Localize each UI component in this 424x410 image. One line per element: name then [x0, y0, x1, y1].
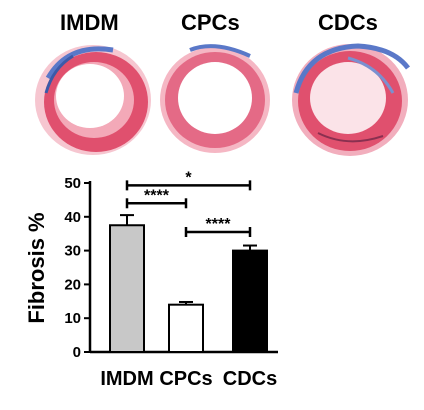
- panel-label-cdcs: CDCs: [318, 10, 378, 35]
- panel-label-cpcs: CPCs: [181, 10, 240, 35]
- x-tick-label-imdm: IMDM: [100, 368, 153, 390]
- y-tick-label: 40: [64, 209, 81, 226]
- significance-label: ****: [144, 187, 170, 204]
- y-tick-label: 50: [64, 175, 81, 192]
- x-tick-label-cdcs: CDCs: [223, 368, 277, 390]
- bar-cdcs: [232, 249, 268, 354]
- bar-cpcs: [168, 303, 204, 353]
- y-tick-label: 10: [64, 310, 81, 327]
- y-tick-label: 20: [64, 276, 81, 293]
- bar-imdm: [109, 224, 145, 353]
- significance-label: ****: [206, 216, 232, 233]
- y-tick-label: 30: [64, 243, 81, 260]
- y-axis-label: Fibrosis %: [24, 212, 49, 323]
- panel-label-imdm: IMDM: [60, 10, 119, 35]
- histology-image-cpcs: [160, 44, 270, 153]
- y-tick-label: 0: [73, 344, 81, 361]
- histology-image-imdm: [35, 45, 151, 155]
- histology-image-cdcs: [292, 43, 410, 156]
- x-tick-label-cpcs: CPCs: [159, 368, 212, 390]
- significance-label: *: [185, 169, 192, 186]
